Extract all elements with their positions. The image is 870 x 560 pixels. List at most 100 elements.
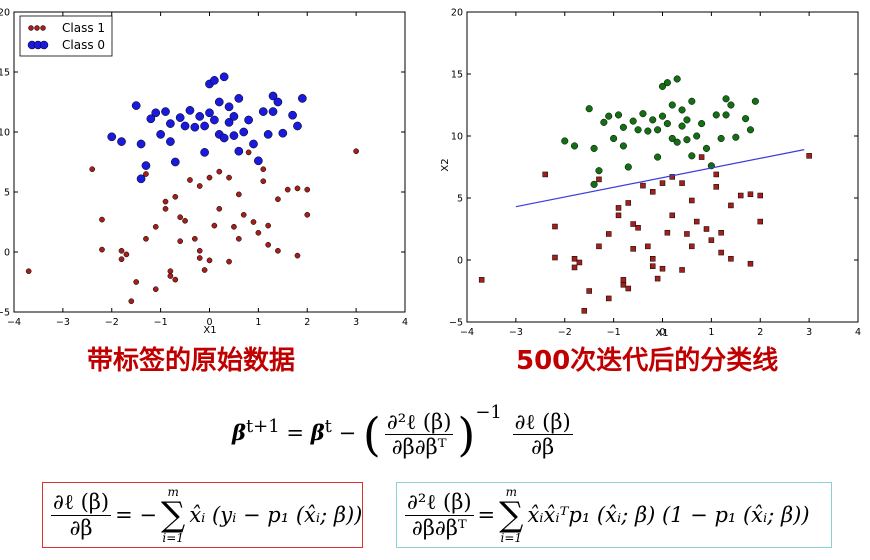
data-point-class-0 <box>746 126 755 134</box>
data-point-class-0 <box>224 102 234 112</box>
data-point-class-1 <box>757 192 763 199</box>
superscript: t+1 <box>245 416 280 437</box>
caption-original-data: 带标签的原始数据 <box>87 346 296 376</box>
data-point-class-0 <box>224 118 234 127</box>
data-point-class-0 <box>219 72 229 82</box>
data-point-class-0 <box>278 128 288 138</box>
data-point-class-0 <box>210 76 219 85</box>
data-point-class-1 <box>275 196 281 203</box>
sum-upper-limit: m <box>167 485 179 499</box>
data-point-class-1 <box>177 238 184 245</box>
x-tick-label: 2 <box>304 317 310 328</box>
data-point-class-1 <box>649 189 656 195</box>
x-tick-label: −3 <box>56 317 70 328</box>
data-point-class-1 <box>620 277 627 283</box>
legend-frame <box>19 15 113 57</box>
data-point-class-0 <box>634 126 642 134</box>
gradient-summand: x̂ᵢ (yᵢ − p₁ (x̂ᵢ; β)) <box>189 503 363 527</box>
data-point-class-1 <box>162 198 169 205</box>
data-point-class-0 <box>170 157 180 167</box>
data-point-class-1 <box>275 247 281 254</box>
legend-label-class-1: Class 1 <box>62 21 105 35</box>
gradient-formula-box: ∂ℓ (β) ∂β = − m ∑ i=1 x̂ᵢ (yᵢ − p₁ (x̂ᵢ; β)… <box>42 482 363 548</box>
caption-after-iterations-text: 次迭代后的分类线 <box>570 346 779 376</box>
data-point-class-1 <box>571 264 578 271</box>
data-point-class-1 <box>177 214 184 221</box>
data-point-class-0 <box>244 115 253 125</box>
data-point-class-1 <box>172 193 179 200</box>
data-point-class-1 <box>649 256 656 262</box>
data-point-class-0 <box>678 122 686 130</box>
data-point-class-0 <box>654 153 662 161</box>
x-tick-label: 3 <box>806 327 812 338</box>
data-point-class-0 <box>117 137 126 146</box>
y-tick-label: −5 <box>0 308 10 319</box>
data-point-class-1 <box>630 221 636 227</box>
data-point-class-0 <box>673 75 681 83</box>
data-point-class-1 <box>649 263 656 269</box>
y-tick-label: 10 <box>451 132 463 143</box>
data-point-class-0 <box>619 142 627 150</box>
data-point-class-0 <box>249 139 258 149</box>
data-point-class-0 <box>702 144 711 152</box>
x-axis-label: X1 <box>655 328 668 339</box>
data-point-class-0 <box>668 134 676 143</box>
data-point-class-1 <box>353 148 359 155</box>
data-point-class-1 <box>206 257 213 264</box>
left-paren: ( <box>362 407 381 462</box>
data-point-class-0 <box>229 112 239 121</box>
data-point-class-1 <box>664 229 671 236</box>
beta-symbol: β <box>232 420 246 445</box>
data-point-class-1 <box>260 178 267 185</box>
data-point-class-0 <box>141 161 151 170</box>
data-point-class-0 <box>136 174 146 184</box>
data-point-class-1 <box>231 223 237 230</box>
data-point-class-1 <box>123 251 130 258</box>
data-point-class-0 <box>190 122 200 132</box>
hessian-denominator: ∂β∂βᵀ <box>391 435 447 459</box>
inverse-exponent: −1 <box>475 402 502 423</box>
data-point-class-0 <box>644 127 652 135</box>
data-point-class-1 <box>284 186 291 193</box>
data-point-class-1 <box>265 241 271 248</box>
newton-update-formula: βt+1 = βt − (∂²ℓ (β) ∂β∂βᵀ)−1 ∂ℓ (β) ∂β <box>232 402 577 459</box>
caption-iteration-count: 500 <box>516 346 571 376</box>
data-point-class-0 <box>210 115 219 125</box>
data-point-class-0 <box>614 111 623 119</box>
plot-classification-line: −4 −3 −2 −1 0 1 2 3 4 −5 0 5 10 15 20 X1 X2 <box>440 8 861 340</box>
gradient-denominator: ∂β <box>531 435 555 459</box>
x-tick-label: 0 <box>206 317 212 328</box>
data-point-class-1 <box>245 149 252 156</box>
data-point-class-1 <box>206 174 213 181</box>
equals-sign: = <box>286 421 305 445</box>
gradient-numerator: ∂ℓ (β) <box>51 490 112 516</box>
hessian-summand: x̂ᵢx̂ᵢᵀp₁ (x̂ᵢ; β) (1 − p₁ (x̂ᵢ; β)) <box>527 503 810 527</box>
data-point-class-1 <box>260 166 267 173</box>
x-axis-label: X1 <box>203 325 216 335</box>
gradient-numerator: ∂ℓ (β) <box>512 409 573 435</box>
data-point-class-0 <box>658 82 667 90</box>
right-paren: ) <box>457 407 476 462</box>
data-point-class-1 <box>659 180 666 186</box>
x-tick-label: 2 <box>757 327 763 338</box>
data-point-class-1 <box>737 192 744 199</box>
y-tick-label: 20 <box>451 8 463 19</box>
legend-label-class-0: Class 0 <box>62 38 105 52</box>
data-point-class-1 <box>143 171 149 177</box>
data-point-class-1 <box>703 226 710 232</box>
data-point-class-0 <box>258 107 268 116</box>
y-tick-label: 0 <box>4 248 10 259</box>
data-point-class-0 <box>175 113 185 122</box>
data-point-class-0 <box>751 97 759 105</box>
data-point-class-1 <box>226 258 232 265</box>
data-point-class-0 <box>161 107 170 116</box>
data-point-class-1 <box>654 275 661 282</box>
data-point-class-0 <box>693 132 701 140</box>
data-point-class-1 <box>630 246 636 252</box>
x-tick-label: −1 <box>154 317 168 328</box>
y-tick-label: −5 <box>449 318 463 329</box>
data-point-class-1 <box>133 279 140 285</box>
data-point-class-1 <box>167 273 174 279</box>
data-point-class-1 <box>226 174 232 181</box>
data-point-class-1 <box>693 218 700 225</box>
